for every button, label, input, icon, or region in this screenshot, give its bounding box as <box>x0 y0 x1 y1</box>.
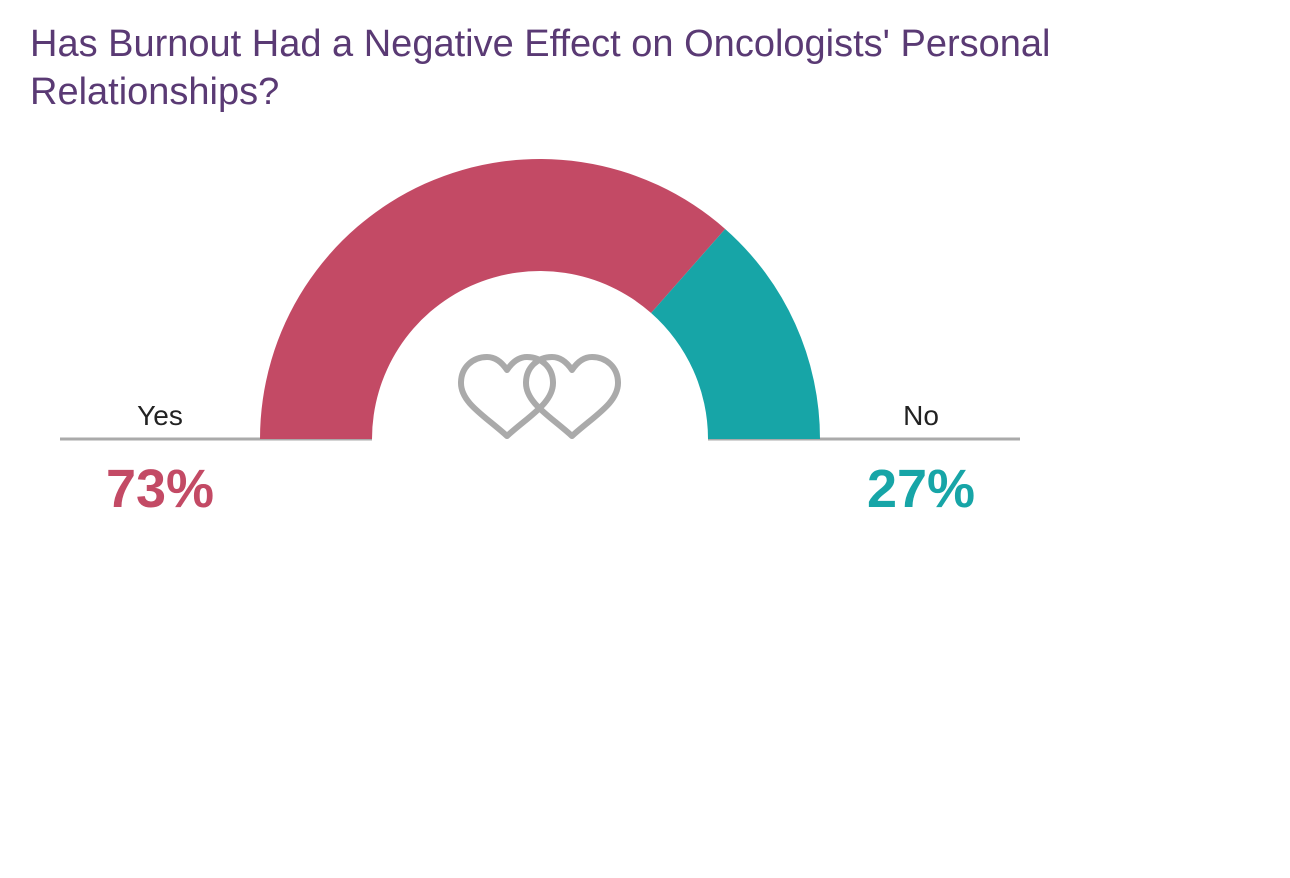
donut-segment-yes <box>260 159 726 439</box>
donut-segment-no <box>651 228 820 439</box>
interlocked-hearts-icon <box>458 354 621 439</box>
donut-segments <box>260 159 820 439</box>
category-label-yes: Yes <box>137 400 183 431</box>
category-label-no: No <box>903 400 939 431</box>
value-label-no: 27% <box>867 459 975 519</box>
value-label-yes: 73% <box>106 459 214 519</box>
chart-title: Has Burnout Had a Negative Effect on Onc… <box>30 23 1051 113</box>
